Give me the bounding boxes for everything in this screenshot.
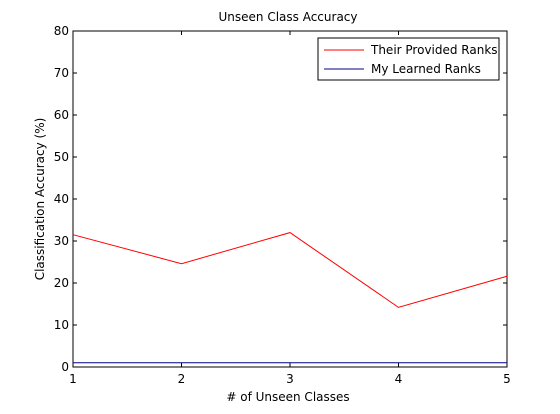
x-axis-label: # of Unseen Classes [226, 390, 349, 404]
y-axis-label: Classification Accuracy (%) [33, 118, 47, 281]
legend-label-their-provided-ranks: Their Provided Ranks [370, 43, 498, 57]
legend-label-my-learned-ranks: My Learned Ranks [371, 62, 481, 76]
x-tick-label: 3 [286, 372, 294, 386]
y-tick-label: 70 [54, 66, 69, 80]
y-tick-label: 30 [54, 234, 69, 248]
x-tick-label: 4 [395, 372, 403, 386]
x-tick-label: 1 [69, 372, 77, 386]
legend-box [317, 37, 500, 81]
x-axis-ticks: 1 2 3 4 5 [69, 31, 511, 386]
series-lines [72, 232, 508, 364]
legend: Their Provided Ranks My Learned Ranks [317, 37, 500, 81]
y-tick-label: 10 [54, 318, 69, 332]
y-tick-label: 50 [54, 150, 69, 164]
x-tick-label: 5 [503, 372, 511, 386]
y-tick-label: 20 [54, 276, 69, 290]
y-tick-label: 0 [61, 360, 69, 374]
y-tick-label: 40 [54, 192, 69, 206]
plot-area [72, 30, 508, 368]
chart-title: Unseen Class Accuracy [219, 10, 358, 24]
series-line-their-provided-ranks [72, 232, 508, 308]
y-tick-label: 60 [54, 108, 69, 122]
y-axis-ticks: 0 10 20 30 40 50 60 70 80 [54, 24, 507, 374]
y-tick-label: 80 [54, 24, 69, 38]
x-tick-label: 2 [178, 372, 186, 386]
